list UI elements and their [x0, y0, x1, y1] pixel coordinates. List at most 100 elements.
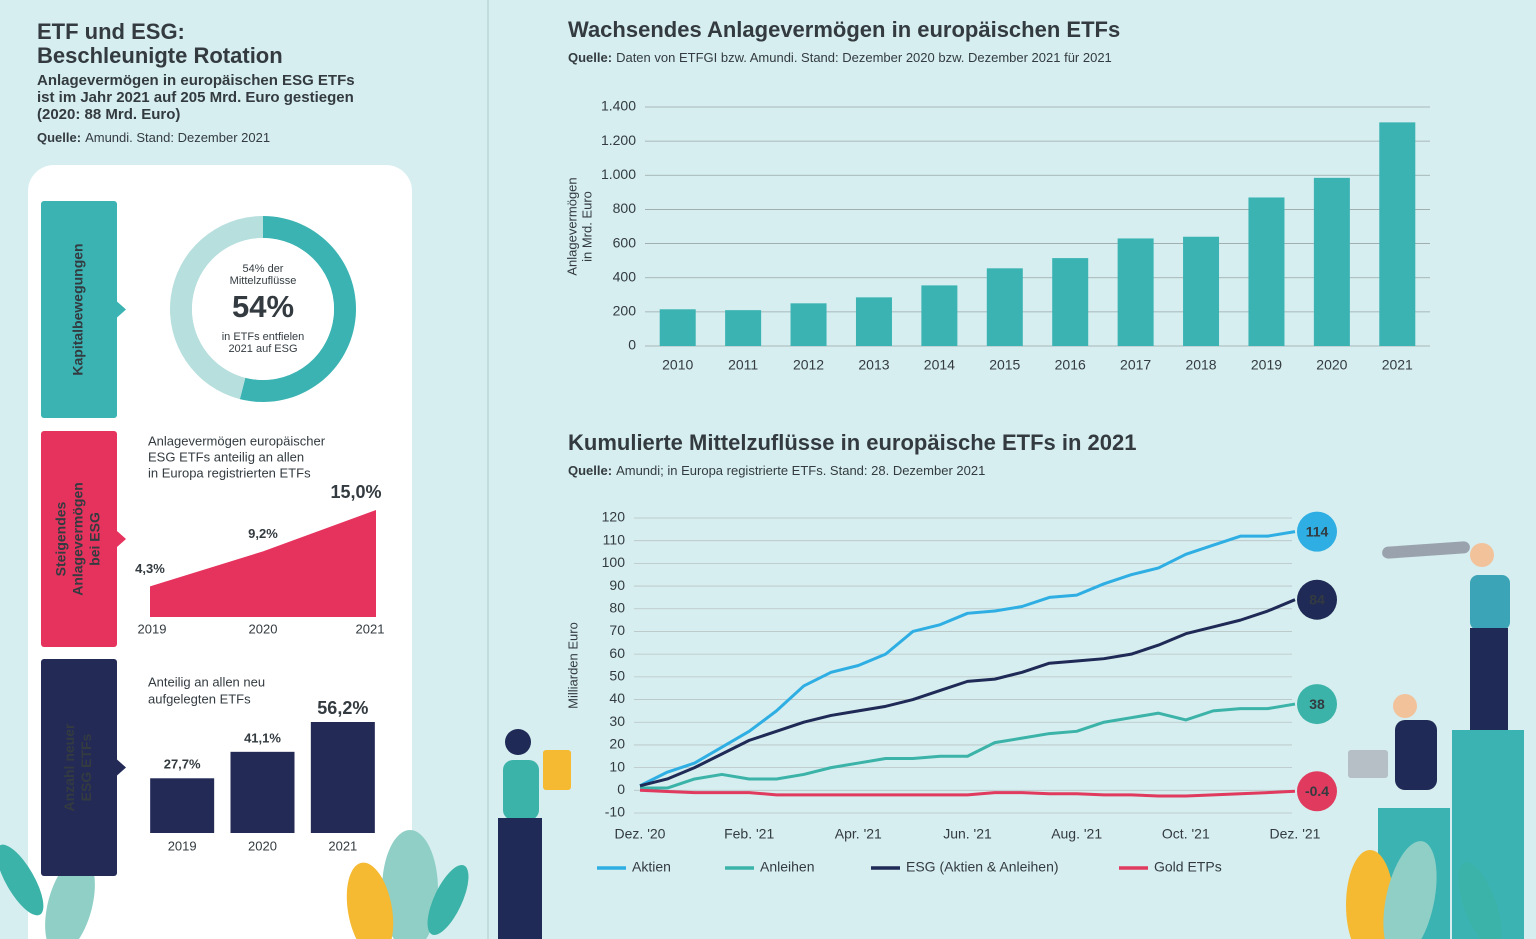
x-tick-label: 2021: [356, 621, 385, 636]
x-tick-label: Oct. '21: [1162, 826, 1210, 842]
donut-hole: [192, 238, 334, 380]
tab-arrow: [117, 301, 126, 318]
leaf: [382, 830, 438, 939]
x-tick-label: 2019: [1251, 357, 1282, 373]
description: ESG ETFs anteilig an allen: [148, 449, 304, 464]
y-tick-label: 20: [609, 736, 625, 752]
subtitle: (2020: 88 Mrd. Euro): [37, 106, 180, 123]
area: [150, 510, 376, 617]
x-tick-label: 2019: [168, 838, 197, 853]
x-tick-label: Dez. '20: [615, 826, 666, 842]
bar: [150, 778, 215, 833]
x-tick-label: 2016: [1055, 357, 1086, 373]
bar: [1117, 238, 1154, 346]
legend-label: ESG (Aktien & Anleihen): [906, 859, 1059, 875]
leaf: [427, 865, 469, 935]
x-tick-label: Apr. '21: [835, 826, 882, 842]
annotation: Mittelzuflüsse: [230, 275, 297, 287]
y-tick-label: 1.200: [601, 132, 636, 148]
y-tick-label: 0: [628, 337, 636, 353]
tablet: [543, 750, 571, 790]
end-label: -0.4: [1305, 783, 1329, 799]
tab-label: Steigendes: [53, 501, 69, 576]
bar: [1183, 236, 1220, 346]
y-tick-label: 1.400: [601, 98, 636, 114]
value-label: 4,3%: [135, 561, 165, 576]
y-tick-label: 30: [609, 713, 625, 729]
leaf: [45, 856, 95, 939]
bar: [1052, 258, 1089, 346]
y-tick-label: 110: [603, 531, 626, 547]
bar: [986, 268, 1023, 346]
y-tick-label: 120: [602, 509, 626, 525]
bar: [310, 722, 375, 833]
bar: [855, 297, 892, 346]
x-tick-label: 2015: [989, 357, 1020, 373]
y-tick-label: 60: [609, 645, 625, 661]
tab-label: ESG ETFs: [78, 733, 94, 801]
end-label: 84: [1309, 591, 1325, 607]
source: Quelle: Amundi; in Europa registrierte ET…: [568, 463, 985, 478]
y-axis-label: Milliarden Euro: [565, 622, 580, 709]
title: Beschleunigte Rotation: [37, 43, 283, 68]
chart-title: Kumulierte Mittelzuflüsse in europäische…: [568, 430, 1136, 455]
end-badge: [1297, 579, 1337, 620]
leaf: [1346, 850, 1394, 939]
source: Quelle: Daten von ETFGI bzw. Amundi. Stan…: [568, 50, 1112, 65]
x-tick-label: 2020: [248, 838, 277, 853]
tab: [41, 201, 117, 418]
telescope: [1382, 541, 1470, 559]
legend-label: Gold ETPs: [1154, 859, 1222, 875]
bar: [1313, 177, 1350, 346]
y-tick-label: 200: [613, 303, 637, 319]
y-tick-label: 50: [609, 668, 625, 684]
annotation: 2021 auf ESG: [228, 343, 297, 355]
series-line: [639, 598, 1296, 788]
person: [505, 729, 531, 755]
laptop: [1348, 750, 1388, 778]
bar: [659, 309, 696, 346]
donut-segment: [169, 216, 263, 400]
description: aufgelegten ETFs: [148, 691, 251, 706]
series-line: [639, 788, 1296, 798]
legend-label: Anleihen: [760, 859, 815, 875]
y-tick-label: -10: [605, 804, 625, 820]
tab-arrow: [117, 531, 126, 547]
x-tick-label: 2017: [1120, 357, 1151, 373]
x-tick-label: 2011: [728, 357, 758, 373]
description: Anteilig an allen neu: [148, 674, 265, 689]
x-tick-label: Dez. '21: [1270, 826, 1321, 842]
y-tick-label: 40: [609, 690, 625, 706]
value-label: 27,7%: [164, 757, 201, 772]
source-text: Daten von ETFGI bzw. Amundi. Stand: Deze…: [616, 50, 1112, 65]
bar: [230, 751, 295, 833]
source-label: Quelle:: [568, 463, 612, 478]
bar: [921, 285, 958, 346]
legend-label: Aktien: [632, 859, 671, 875]
y-tick-label: 600: [613, 234, 637, 250]
x-tick-label: 2020: [249, 621, 278, 636]
y-tick-label: 80: [609, 599, 625, 615]
value-label: 15,0%: [330, 482, 381, 502]
value-label: 54%: [232, 289, 294, 324]
bar: [1248, 197, 1285, 346]
tab-label: Anzahl neuer: [61, 723, 77, 811]
description: in Europa registrierten ETFs: [148, 465, 311, 480]
leaf: [1383, 841, 1437, 939]
y-tick-label: 400: [613, 268, 637, 284]
series-line: [639, 530, 1296, 788]
y-tick-label: 100: [602, 554, 626, 570]
value-label: 9,2%: [248, 526, 278, 541]
person: [1470, 628, 1508, 730]
person: [498, 818, 542, 939]
person: [1470, 575, 1510, 630]
x-tick-label: 2020: [1316, 357, 1347, 373]
tab-arrow: [117, 759, 126, 776]
person: [1470, 543, 1494, 567]
y-axis-label: in Mrd. Euro: [579, 191, 594, 262]
value-label: 56,2%: [317, 698, 368, 718]
end-badge: [1297, 511, 1337, 552]
source-label: Quelle:: [37, 130, 81, 145]
leaf: [0, 844, 44, 916]
